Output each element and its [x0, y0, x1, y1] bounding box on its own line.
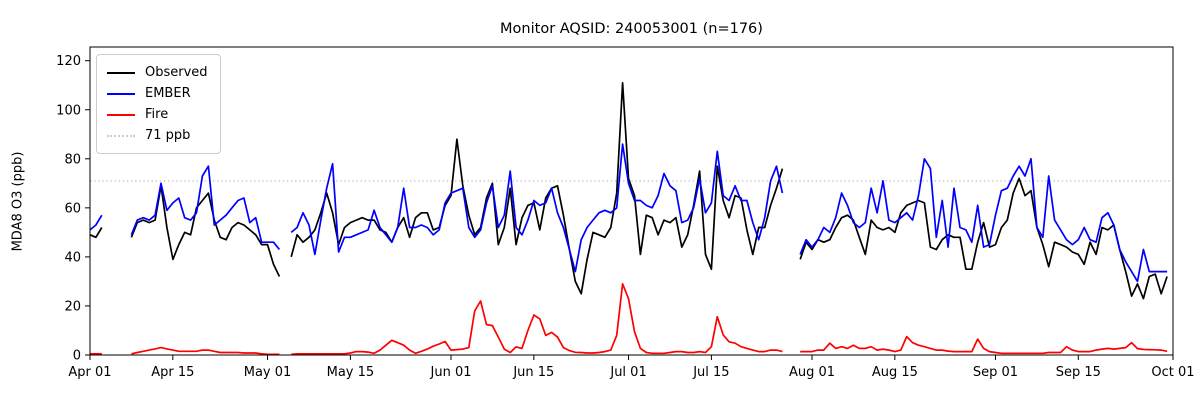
- y-tick-label: 120: [56, 54, 81, 69]
- fire-line-swatch: [107, 113, 135, 116]
- x-tick-label: Aug 01: [789, 365, 835, 380]
- x-tick-label: Apr 01: [68, 365, 111, 380]
- y-tick-label: 60: [64, 201, 81, 216]
- axis-ticks: 0 20 40 60 80 100 120 Apr 01 Apr 15 May 01 May 15 J…: [56, 54, 1194, 380]
- y-axis-label: MDA8 O3 (ppb): [10, 151, 26, 252]
- legend-label-threshold: 71 ppb: [145, 128, 191, 143]
- x-tick-label: Jun 01: [430, 365, 472, 380]
- x-tick-label: Sep 15: [1056, 365, 1101, 380]
- legend-label-observed: Observed: [145, 65, 208, 80]
- legend-item-observed: Observed: [107, 62, 208, 83]
- y-tick-label: 40: [64, 250, 81, 265]
- y-tick-label: 100: [56, 103, 81, 118]
- y-tick-label: 20: [64, 299, 81, 314]
- x-tick-label: Jun 15: [512, 365, 554, 380]
- y-tick-label: 80: [64, 152, 81, 167]
- plot-title: Monitor AQSID: 240053001 (n=176): [500, 21, 763, 37]
- legend: Observed EMBER Fire 71 ppb: [96, 54, 221, 154]
- x-tick-label: Apr 15: [151, 365, 194, 380]
- x-tick-label: Aug 15: [872, 365, 918, 380]
- x-tick-label: May 01: [244, 365, 292, 380]
- x-tick-label: Oct 01: [1151, 365, 1194, 380]
- y-tick-label: 0: [73, 349, 81, 364]
- legend-label-ember: EMBER: [145, 86, 191, 101]
- x-tick-label: Sep 01: [973, 365, 1018, 380]
- observed-line-swatch: [107, 71, 135, 74]
- x-tick-label: May 15: [327, 365, 375, 380]
- x-tick-label: Jul 15: [692, 365, 729, 380]
- legend-label-fire: Fire: [145, 107, 169, 122]
- legend-item-fire: Fire: [107, 104, 208, 125]
- x-tick-label: Jul 01: [609, 365, 646, 380]
- legend-item-ember: EMBER: [107, 83, 208, 104]
- threshold-line-swatch: [107, 134, 135, 137]
- axes-frame: [89, 46, 1174, 356]
- legend-item-threshold: 71 ppb: [107, 125, 208, 146]
- ember-line-swatch: [107, 92, 135, 95]
- series-lines: [89, 81, 1168, 356]
